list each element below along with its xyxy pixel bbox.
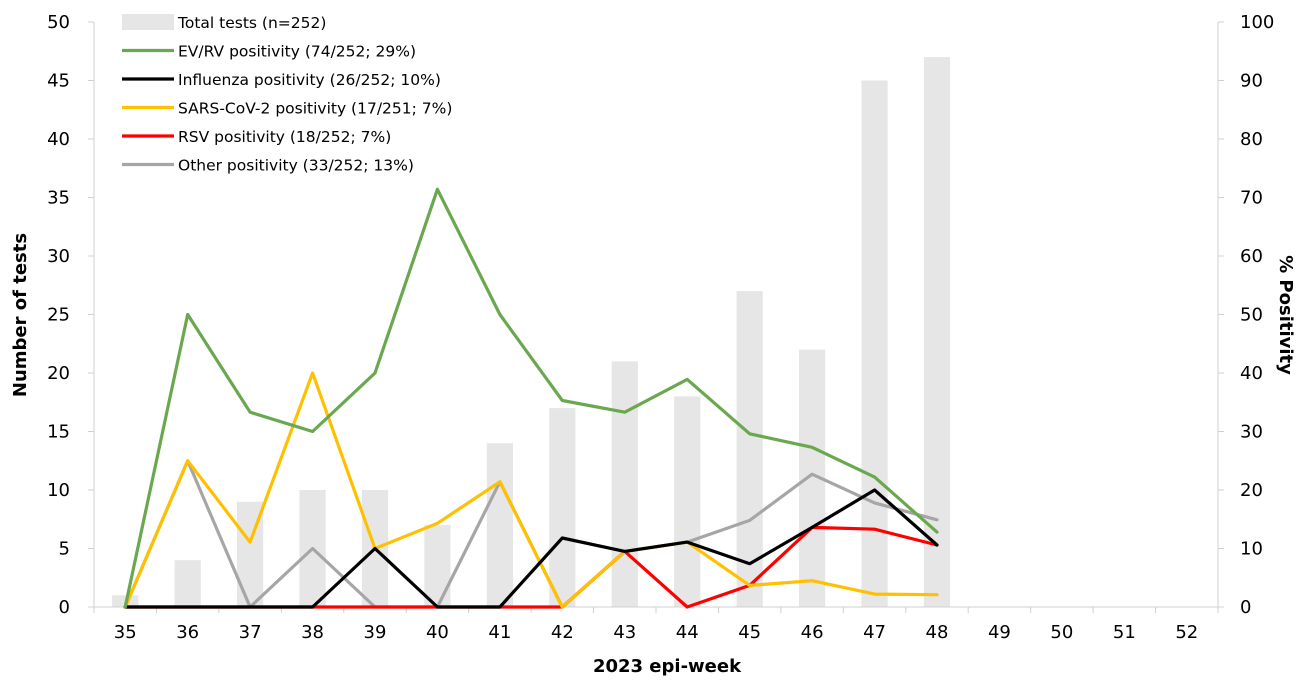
y-tick-label: 5 xyxy=(59,539,70,560)
y2-tick-label: 20 xyxy=(1240,480,1263,501)
y2-tick-label: 100 xyxy=(1240,12,1274,33)
x-tick-label: 38 xyxy=(301,622,324,643)
x-tick-label: 41 xyxy=(488,622,511,643)
x-tick-label: 44 xyxy=(676,622,699,643)
series-line-2 xyxy=(123,371,939,609)
y2-tick-label: 0 xyxy=(1240,597,1251,618)
legend-label: Influenza positivity (26/252; 10%) xyxy=(178,71,441,89)
legend-label: EV/RV positivity (74/252; 29%) xyxy=(178,43,416,61)
x-axis-title: 2023 epi-week xyxy=(593,656,742,677)
x-tick-label: 50 xyxy=(1050,622,1073,643)
legend: Total tests (n=252) EV/RV positivity (74/… xyxy=(122,14,452,175)
y2-tick-label: 30 xyxy=(1240,422,1263,443)
x-tick-label: 39 xyxy=(364,622,387,643)
ticks-layer: 0 5 10 15 20 25 30 35 40 45 50 0 10 20 30 40 50 60 70 80 90 1… xyxy=(47,12,1274,643)
legend-swatch-bar xyxy=(122,14,174,30)
y-tick-label: 0 xyxy=(59,597,70,618)
legend-label: Total tests (n=252) xyxy=(177,14,326,32)
y-axis-title: Number of tests xyxy=(10,233,31,397)
x-tick-label: 52 xyxy=(1175,622,1198,643)
x-tick-label: 47 xyxy=(863,622,886,643)
axes-layer xyxy=(88,21,1224,613)
x-tick-label: 40 xyxy=(426,622,449,643)
y2-tick-label: 40 xyxy=(1240,363,1263,384)
series-line-1 xyxy=(123,488,939,609)
y-tick-label: 10 xyxy=(47,480,70,501)
bar-week-48 xyxy=(923,57,951,608)
x-tick-label: 46 xyxy=(801,622,824,643)
bar-week-43 xyxy=(611,361,638,607)
bar-week-44 xyxy=(674,396,701,607)
bar-week-47 xyxy=(861,80,888,607)
bar-week-45 xyxy=(736,291,763,607)
y-tick-label: 20 xyxy=(47,363,70,384)
y2-tick-label: 90 xyxy=(1240,71,1263,92)
bars-layer xyxy=(112,57,951,608)
series-line-0 xyxy=(123,187,939,609)
y-tick-label: 40 xyxy=(47,129,70,150)
y-tick-label: 15 xyxy=(47,422,70,443)
x-tick-label: 43 xyxy=(613,622,636,643)
x-tick-label: 37 xyxy=(239,622,262,643)
y2-tick-label: 60 xyxy=(1240,246,1263,267)
y2-tick-label: 80 xyxy=(1240,129,1263,150)
legend-label: Other positivity (33/252; 13%) xyxy=(178,157,414,175)
x-tick-label: 49 xyxy=(988,622,1011,643)
y-tick-label: 25 xyxy=(47,305,70,326)
y-tick-label: 50 xyxy=(47,12,70,33)
x-tick-label: 45 xyxy=(738,622,761,643)
x-tick-label: 48 xyxy=(926,622,949,643)
y2-tick-label: 50 xyxy=(1240,305,1263,326)
x-tick-label: 36 xyxy=(176,622,199,643)
y2-axis-title: % Positivity xyxy=(1275,255,1296,375)
y-tick-label: 30 xyxy=(47,246,70,267)
legend-label: RSV positivity (18/252; 7%) xyxy=(178,128,391,146)
y-tick-label: 35 xyxy=(47,188,70,209)
x-tick-label: 51 xyxy=(1113,622,1136,643)
y-tick-label: 45 xyxy=(47,71,70,92)
bar-week-41 xyxy=(486,443,514,607)
x-tick-label: 35 xyxy=(114,622,137,643)
bar-week-42 xyxy=(549,408,576,607)
lines-layer xyxy=(123,187,939,609)
y2-tick-label: 10 xyxy=(1240,539,1263,560)
legend-label: SARS-CoV-2 positivity (17/251; 7%) xyxy=(178,100,452,118)
bar-week-40 xyxy=(424,525,451,607)
x-tick-label: 42 xyxy=(551,622,574,643)
bar-week-36 xyxy=(174,560,201,607)
y2-tick-label: 70 xyxy=(1240,188,1263,209)
